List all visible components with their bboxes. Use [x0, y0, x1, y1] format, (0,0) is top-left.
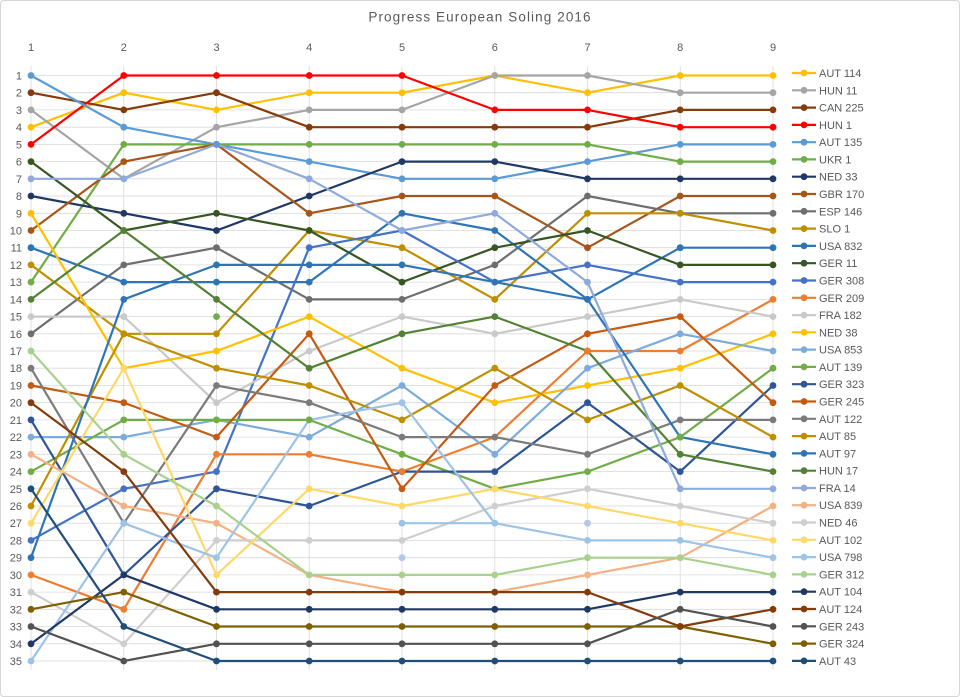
svg-text:14: 14: [10, 294, 22, 306]
svg-text:4: 4: [16, 122, 22, 134]
svg-text:31: 31: [10, 587, 22, 599]
svg-text:35: 35: [10, 656, 22, 668]
svg-text:8: 8: [16, 191, 22, 203]
svg-text:USA 832: USA 832: [819, 241, 862, 253]
svg-text:GBR 170: GBR 170: [819, 189, 864, 201]
svg-text:AUT 114: AUT 114: [819, 68, 861, 80]
svg-text:GER 323: GER 323: [819, 379, 864, 391]
svg-text:9: 9: [770, 42, 776, 54]
svg-text:AUT 104: AUT 104: [819, 587, 862, 599]
svg-text:HUN 11: HUN 11: [819, 85, 857, 97]
svg-text:5: 5: [16, 139, 22, 151]
svg-text:USA 839: USA 839: [819, 500, 862, 512]
svg-text:AUT 102: AUT 102: [819, 535, 862, 547]
svg-text:AUT 135: AUT 135: [819, 137, 862, 149]
svg-text:GER 245: GER 245: [819, 397, 864, 409]
svg-text:AUT 85: AUT 85: [819, 431, 856, 443]
svg-text:10: 10: [10, 226, 22, 238]
svg-text:1: 1: [28, 42, 34, 54]
svg-text:Progress European Soling 2016: Progress European Soling 2016: [368, 10, 591, 25]
svg-text:AUT 97: AUT 97: [819, 448, 856, 460]
svg-text:32: 32: [10, 604, 22, 616]
svg-text:25: 25: [10, 484, 22, 496]
svg-text:6: 6: [16, 157, 22, 169]
svg-text:28: 28: [10, 535, 22, 547]
svg-text:1: 1: [16, 71, 22, 83]
svg-text:33: 33: [10, 622, 22, 634]
svg-text:5: 5: [399, 42, 405, 54]
svg-text:30: 30: [10, 570, 22, 582]
svg-text:UKR 1: UKR 1: [819, 154, 851, 166]
svg-text:29: 29: [10, 553, 22, 565]
svg-text:34: 34: [10, 639, 22, 651]
svg-text:11: 11: [11, 243, 22, 255]
svg-text:4: 4: [306, 42, 312, 54]
svg-text:GER 209: GER 209: [819, 293, 864, 305]
svg-text:3: 3: [16, 105, 22, 117]
svg-text:3: 3: [213, 42, 219, 54]
svg-text:FRA 182: FRA 182: [819, 310, 862, 322]
svg-text:NED 46: NED 46: [819, 518, 858, 530]
svg-text:12: 12: [10, 260, 22, 272]
svg-text:USA 798: USA 798: [819, 552, 862, 564]
svg-text:NED 38: NED 38: [819, 327, 858, 339]
svg-text:27: 27: [10, 518, 22, 530]
svg-text:19: 19: [10, 381, 22, 393]
svg-text:GER 243: GER 243: [819, 621, 864, 633]
svg-text:AUT 124: AUT 124: [819, 604, 862, 616]
svg-text:13: 13: [10, 277, 22, 289]
svg-text:6: 6: [492, 42, 498, 54]
svg-text:17: 17: [10, 346, 22, 358]
svg-text:GER 324: GER 324: [819, 639, 864, 651]
svg-text:GER 308: GER 308: [819, 276, 864, 288]
svg-text:HUN 1: HUN 1: [819, 120, 852, 132]
svg-text:CAN 225: CAN 225: [819, 103, 864, 115]
svg-text:20: 20: [10, 398, 22, 410]
svg-text:15: 15: [10, 312, 22, 324]
svg-text:26: 26: [10, 501, 22, 513]
svg-text:HUN 17: HUN 17: [819, 466, 858, 478]
svg-text:23: 23: [10, 449, 22, 461]
svg-text:AUT 122: AUT 122: [819, 414, 862, 426]
svg-text:24: 24: [10, 467, 22, 479]
svg-text:GER 312: GER 312: [819, 569, 864, 581]
svg-text:8: 8: [677, 42, 683, 54]
svg-text:GER 11: GER 11: [819, 258, 857, 270]
svg-text:FRA 14: FRA 14: [819, 483, 856, 495]
svg-text:2: 2: [16, 88, 22, 100]
svg-text:22: 22: [10, 432, 22, 444]
svg-text:9: 9: [16, 208, 22, 220]
svg-text:7: 7: [16, 174, 22, 186]
svg-text:7: 7: [584, 42, 590, 54]
svg-text:18: 18: [10, 363, 22, 375]
svg-text:SLO 1: SLO 1: [819, 224, 850, 236]
svg-text:2: 2: [121, 42, 127, 54]
svg-text:AUT 139: AUT 139: [819, 362, 862, 374]
svg-text:21: 21: [10, 415, 22, 427]
svg-text:AUT 43: AUT 43: [819, 656, 856, 668]
svg-text:USA 853: USA 853: [819, 345, 862, 357]
svg-text:16: 16: [10, 329, 22, 341]
svg-text:ESP 146: ESP 146: [819, 206, 862, 218]
svg-text:NED 33: NED 33: [819, 172, 858, 184]
